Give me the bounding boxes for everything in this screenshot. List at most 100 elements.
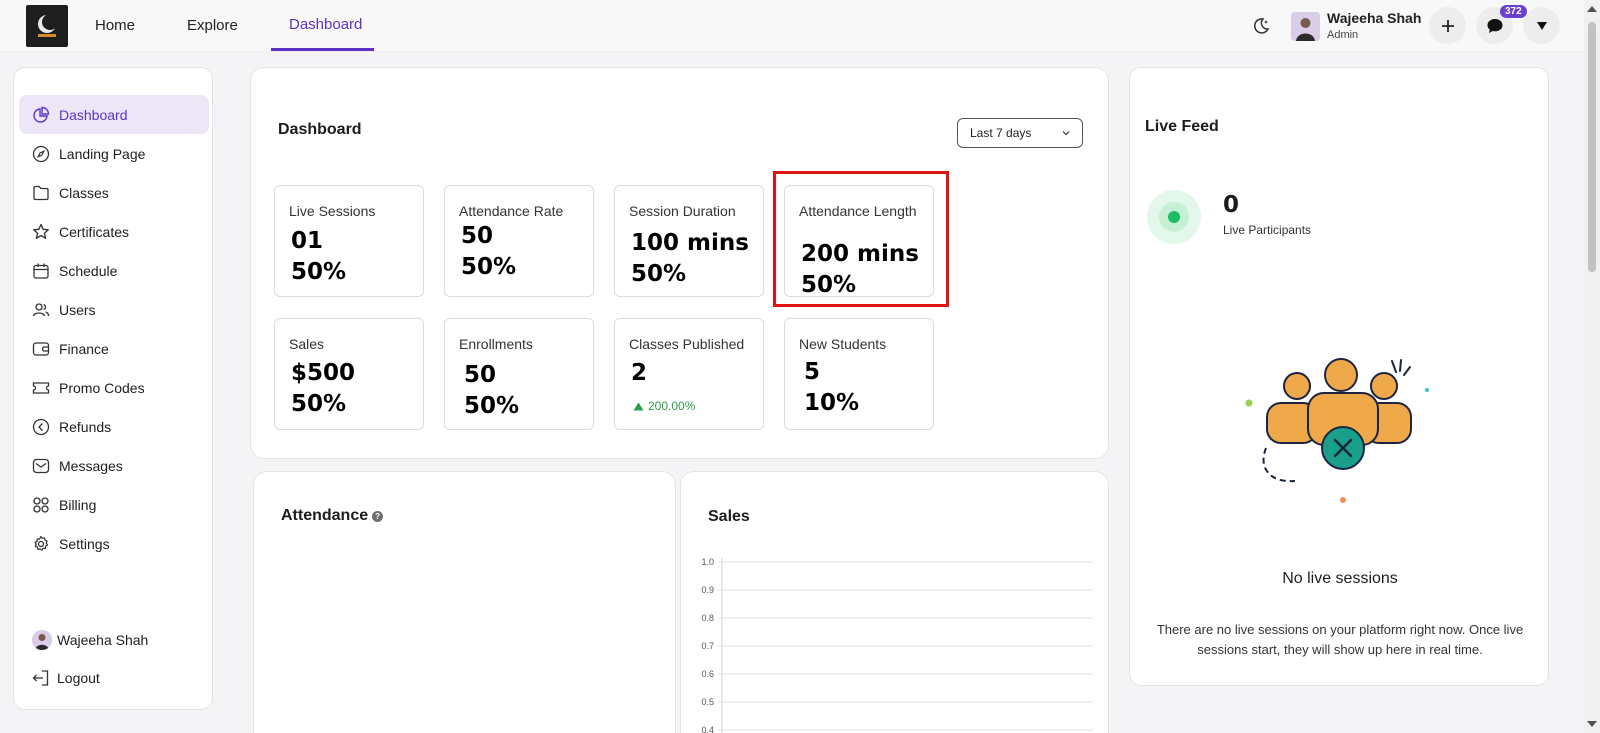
attendance-title: Attendance ? bbox=[281, 507, 384, 525]
wallet-icon bbox=[32, 340, 50, 358]
sidebar-item-label: Schedule bbox=[59, 262, 118, 279]
user-name[interactable]: Wajeeha Shah bbox=[1327, 10, 1422, 26]
stat-value: 100 mins bbox=[631, 230, 749, 256]
y-tick-label: 0.5 bbox=[701, 697, 714, 707]
stat-card-session-duration[interactable]: Session Duration 100 mins 50% bbox=[614, 185, 764, 297]
live-feed-panel: Live Feed 0 Live Participants No live se… bbox=[1129, 67, 1549, 686]
stat-label: Attendance Rate bbox=[459, 203, 564, 219]
question-icon[interactable]: ? bbox=[372, 510, 384, 522]
sidebar-item-classes[interactable]: Classes bbox=[19, 173, 209, 212]
nav-explore-link[interactable]: Explore bbox=[187, 17, 238, 34]
logout-icon bbox=[32, 669, 50, 687]
sidebar-user-name: Wajeeha Shah bbox=[57, 632, 149, 648]
sidebar-item-finance[interactable]: Finance bbox=[19, 329, 209, 368]
dark-mode-toggle-icon[interactable] bbox=[1252, 17, 1270, 40]
stat-value: 200 mins bbox=[801, 241, 919, 267]
stat-label: Enrollments bbox=[459, 336, 533, 352]
sidebar-user[interactable]: Wajeeha Shah bbox=[32, 630, 148, 650]
y-tick-label: 0.8 bbox=[701, 613, 714, 623]
sidebar-item-certificates[interactable]: Certificates bbox=[19, 212, 209, 251]
date-range-value: Last 7 days bbox=[970, 126, 1032, 140]
sidebar-item-schedule[interactable]: Schedule bbox=[19, 251, 209, 290]
stat-card-new-students[interactable]: New Students 5 10% bbox=[784, 318, 934, 430]
stat-label: Session Duration bbox=[629, 203, 736, 219]
pie-chart-icon bbox=[32, 106, 50, 124]
date-range-select[interactable]: Last 7 days bbox=[957, 118, 1083, 148]
app-logo[interactable] bbox=[26, 5, 68, 47]
sidebar-item-billing[interactable]: Billing bbox=[19, 485, 209, 524]
sidebar-item-label: Promo Codes bbox=[59, 379, 145, 396]
stat-change: 50% bbox=[801, 272, 857, 298]
calendar-icon bbox=[32, 262, 50, 280]
scroll-up-arrow[interactable] bbox=[1587, 6, 1597, 12]
refund-icon bbox=[32, 418, 50, 436]
stat-value: 50 bbox=[464, 362, 497, 388]
stat-card-enrollments[interactable]: Enrollments 50 50% bbox=[444, 318, 594, 430]
notification-badge: 372 bbox=[1500, 5, 1527, 18]
y-tick-label: 0.6 bbox=[701, 669, 714, 679]
stat-label: Classes Published bbox=[629, 336, 745, 352]
sales-title: Sales bbox=[708, 508, 750, 525]
page-scrollbar[interactable] bbox=[1584, 0, 1600, 733]
nav-dashboard-link[interactable]: Dashboard bbox=[289, 16, 363, 33]
scroll-down-arrow[interactable] bbox=[1587, 721, 1597, 727]
sidebar-item-label: Settings bbox=[59, 535, 110, 552]
stat-change: 50% bbox=[291, 259, 347, 285]
stat-card-attendance-length[interactable]: Attendance Length 200 mins 50% bbox=[784, 185, 934, 298]
stat-value: 50 bbox=[461, 223, 494, 249]
gear-icon bbox=[32, 535, 50, 553]
sidebar-item-dashboard[interactable]: Dashboard bbox=[19, 95, 209, 134]
stat-label: New Students bbox=[799, 336, 887, 352]
caret-down-icon bbox=[1536, 21, 1547, 30]
sidebar-item-messages[interactable]: Messages bbox=[19, 446, 209, 485]
y-tick-label: 1.0 bbox=[701, 557, 714, 567]
nav-home-link[interactable]: Home bbox=[95, 17, 136, 34]
y-tick-label: 0.4 bbox=[701, 725, 714, 733]
sidebar-item-landing-page[interactable]: Landing Page bbox=[19, 134, 209, 173]
sales-panel: Sales 1.0 0.9 0.8 0.7 0.6 0.5 0.4 bbox=[680, 471, 1109, 733]
no-sessions-illustration bbox=[1245, 358, 1429, 503]
sidebar-item-label: Refunds bbox=[59, 418, 112, 435]
user-menu-button[interactable] bbox=[1523, 7, 1560, 44]
live-participant-count: 0 bbox=[1223, 192, 1240, 218]
grid-icon bbox=[32, 496, 50, 514]
ticket-icon bbox=[32, 379, 50, 397]
stat-card-live-sessions[interactable]: Live Sessions 01 50% bbox=[274, 185, 424, 297]
no-live-sessions-description: There are no live sessions on your platf… bbox=[1156, 622, 1524, 657]
no-live-sessions-title: No live sessions bbox=[1282, 570, 1398, 587]
mail-icon bbox=[32, 457, 50, 475]
sidebar-item-promo-codes[interactable]: Promo Codes bbox=[19, 368, 209, 407]
stat-value: 01 bbox=[291, 228, 324, 254]
add-button[interactable] bbox=[1429, 7, 1466, 44]
live-participant-label: Live Participants bbox=[1223, 223, 1312, 237]
stat-card-attendance-rate[interactable]: Attendance Rate 50 50% bbox=[444, 185, 594, 297]
star-icon bbox=[32, 223, 50, 241]
sidebar-item-refunds[interactable]: Refunds bbox=[19, 407, 209, 446]
stat-change: 50% bbox=[631, 261, 687, 287]
sidebar-item-settings[interactable]: Settings bbox=[19, 524, 209, 563]
stat-value: 5 bbox=[804, 359, 821, 385]
stat-label: Live Sessions bbox=[289, 203, 376, 219]
scroll-thumb[interactable] bbox=[1588, 22, 1596, 272]
stat-change: 50% bbox=[461, 254, 517, 280]
sidebar-item-label: Finance bbox=[59, 340, 109, 357]
stat-change: 50% bbox=[464, 393, 520, 419]
chat-bubble-icon bbox=[1487, 18, 1502, 33]
chevron-down-icon bbox=[1062, 131, 1070, 136]
attendance-panel: Attendance ? bbox=[253, 471, 676, 733]
stat-card-sales[interactable]: Sales $500 50% bbox=[274, 318, 424, 430]
sidebar-item-users[interactable]: Users bbox=[19, 290, 209, 329]
stat-trend-up: 200.00% bbox=[633, 399, 695, 413]
y-tick-label: 0.9 bbox=[701, 585, 714, 595]
triangle-up-icon bbox=[633, 402, 644, 410]
live-indicator-icon bbox=[1147, 190, 1201, 244]
logout-label: Logout bbox=[57, 670, 100, 686]
logout-button[interactable]: Logout bbox=[32, 669, 100, 687]
sales-chart: 1.0 0.9 0.8 0.7 0.6 0.5 0.4 bbox=[701, 557, 1093, 733]
y-tick-label: 0.7 bbox=[701, 641, 714, 651]
compass-icon bbox=[32, 145, 50, 163]
top-navbar: Home Explore Dashboard Wajeeha Shah Admi… bbox=[0, 0, 1584, 52]
stat-card-classes-published[interactable]: Classes Published 2 200.00% bbox=[614, 318, 764, 430]
user-avatar[interactable] bbox=[1291, 12, 1320, 41]
dashboard-panel: Dashboard Last 7 days Live Sessions 01 5… bbox=[250, 67, 1109, 459]
